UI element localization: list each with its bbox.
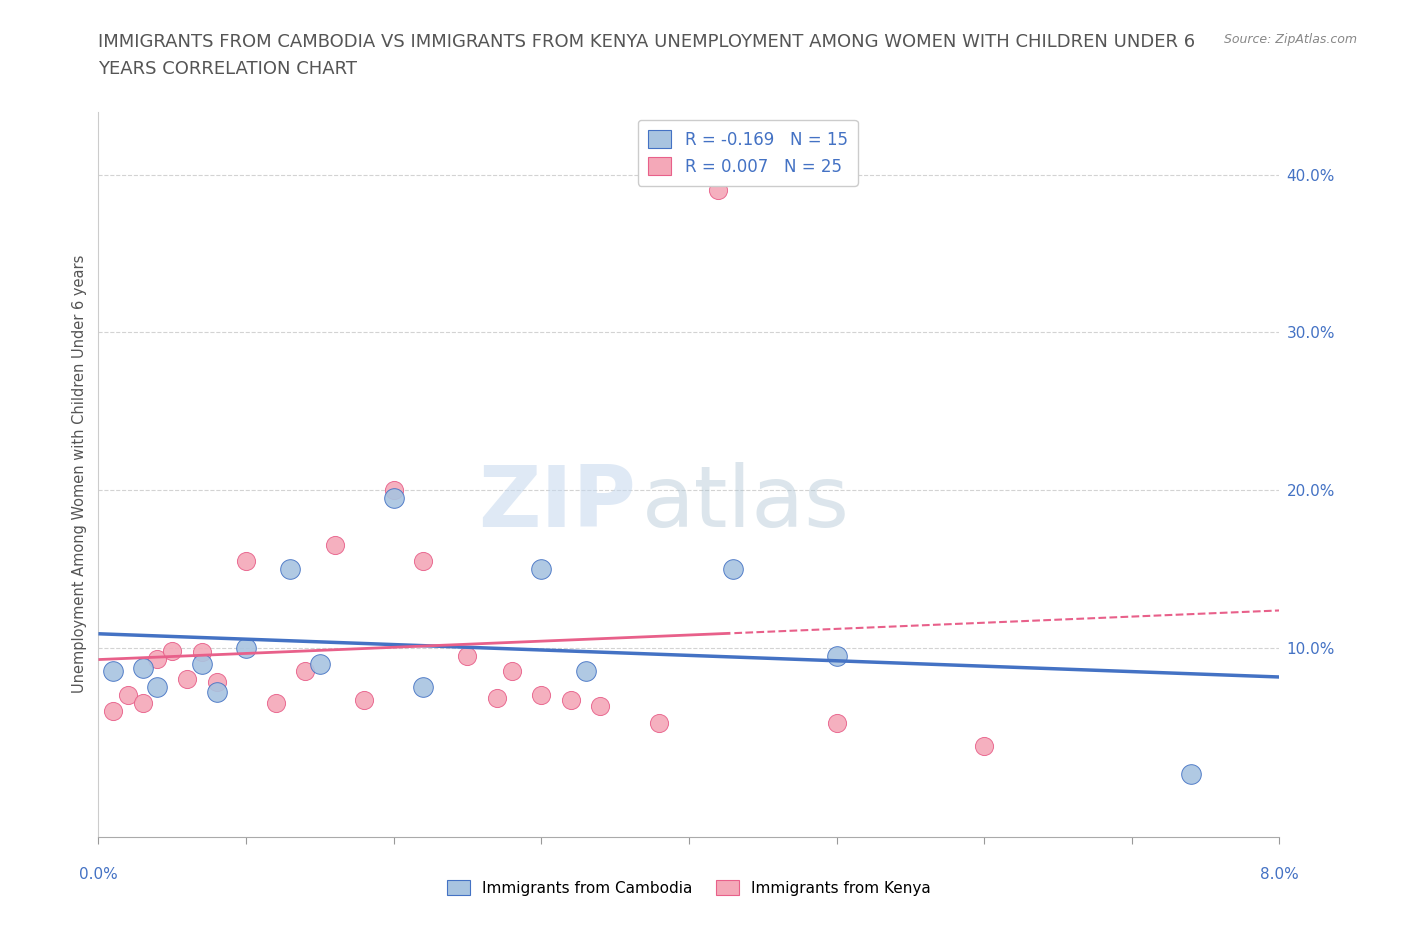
Point (205, 675, 228, 690)
Point (456, 648, 478, 663)
Point (648, 716, 671, 731)
Text: ZIP: ZIP (478, 462, 636, 545)
Point (501, 664, 523, 679)
Point (294, 664, 316, 679)
Point (132, 661, 155, 676)
Point (1180, 766, 1202, 781)
Point (146, 680, 169, 695)
Point (485, 691, 508, 706)
Point (412, 553, 434, 568)
Point (412, 680, 434, 695)
Point (264, 696, 287, 711)
Point (132, 696, 155, 711)
Legend: R = -0.169   N = 15, R = 0.007   N = 25: R = -0.169 N = 15, R = 0.007 N = 25 (638, 120, 858, 186)
Point (146, 651, 169, 666)
Point (382, 483, 405, 498)
Point (235, 553, 257, 568)
Text: 8.0%: 8.0% (1260, 867, 1299, 882)
Point (589, 698, 612, 713)
Text: IMMIGRANTS FROM CAMBODIA VS IMMIGRANTS FROM KENYA UNEMPLOYMENT AMONG WOMEN WITH : IMMIGRANTS FROM CAMBODIA VS IMMIGRANTS F… (98, 33, 1195, 50)
Point (530, 562, 553, 577)
Point (825, 716, 848, 731)
Point (323, 538, 346, 552)
Point (382, 490, 405, 505)
Text: Source: ZipAtlas.com: Source: ZipAtlas.com (1223, 33, 1357, 46)
Point (721, 562, 744, 577)
Point (191, 656, 214, 671)
Point (707, 183, 730, 198)
Point (530, 687, 553, 702)
Point (574, 664, 596, 679)
Point (103, 664, 125, 679)
Point (191, 645, 214, 660)
Y-axis label: Unemployment Among Women with Children Under 6 years: Unemployment Among Women with Children U… (72, 255, 87, 694)
Point (353, 692, 375, 707)
Text: atlas: atlas (641, 462, 849, 545)
Point (973, 738, 995, 753)
Point (278, 562, 302, 577)
Point (308, 656, 332, 671)
Point (205, 684, 228, 699)
Point (162, 644, 183, 658)
Point (103, 703, 125, 718)
Point (117, 687, 139, 702)
Point (825, 648, 848, 663)
Point (176, 671, 198, 686)
Point (560, 692, 582, 707)
Text: 0.0%: 0.0% (79, 867, 118, 882)
Text: YEARS CORRELATION CHART: YEARS CORRELATION CHART (98, 60, 357, 78)
Point (235, 641, 257, 656)
